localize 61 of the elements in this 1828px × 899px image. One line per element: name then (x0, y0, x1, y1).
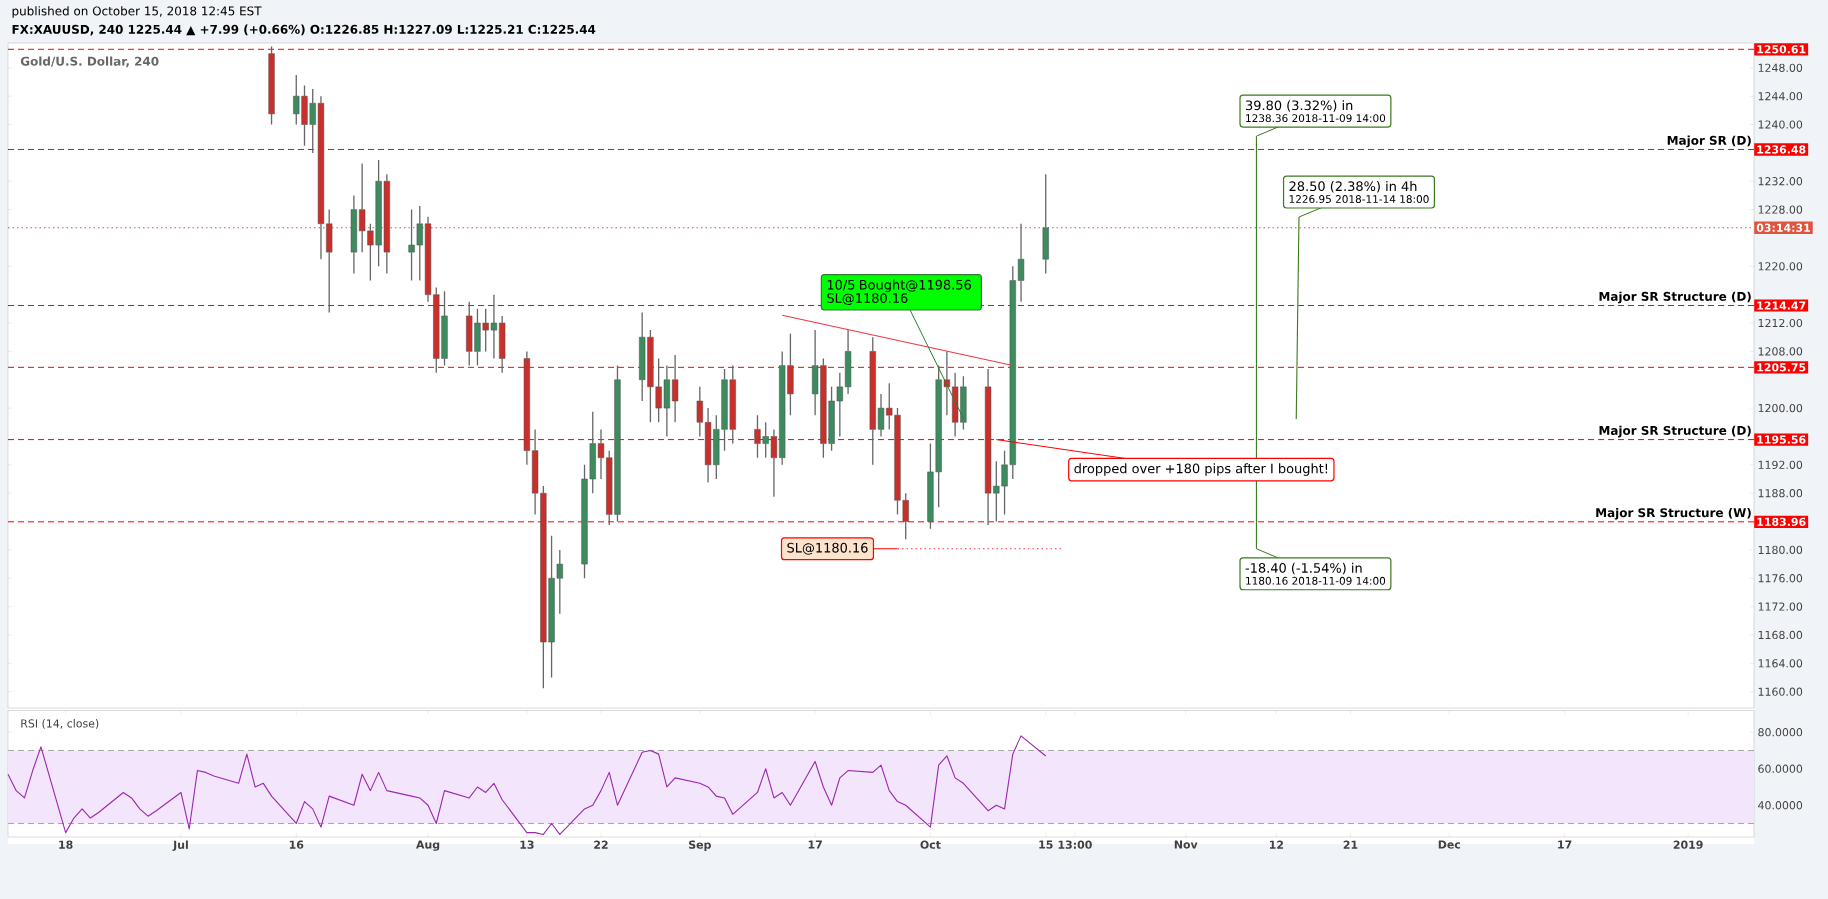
ref-line-label: Major SR Structure (D) (1599, 425, 1751, 438)
x-tick-label: 17 (808, 840, 822, 849)
x-tick-label: 22 (594, 840, 608, 849)
y-tick-label: 1248.00 (1758, 63, 1803, 72)
text: published on October 15, 2018 12:45 EST (12, 6, 262, 18)
annotation: 39.80 (3.32%) in (1246, 100, 1353, 112)
annotation: 1226.95 2018-11-14 18:00 (1289, 195, 1429, 204)
y-tick-label: 1240.00 (1758, 120, 1803, 129)
x-tick-label: 16 (289, 840, 304, 849)
annotation: 1180.16 2018-11-09 14:00 (1246, 576, 1386, 585)
y-tick-label: 1176.00 (1758, 574, 1803, 583)
annotation: dropped over +180 pips after I bought! (1074, 463, 1328, 476)
y-tick-label: 1236.48 (1757, 145, 1806, 154)
y-tick-label: 1183.96 (1757, 517, 1806, 526)
y-tick-label: 1244.00 (1758, 92, 1803, 101)
x-tick-label: 13 (520, 840, 534, 849)
y-tick-label: 1172.00 (1758, 602, 1803, 611)
y-tick-label: 1214.47 (1757, 301, 1806, 310)
y-tick-label: 1228.00 (1758, 205, 1803, 214)
x-tick-label: Nov (1174, 840, 1198, 849)
annotation: 28.50 (2.38%) in 4h (1289, 181, 1417, 193)
text: Gold/U.S. Dollar, 240 (20, 56, 159, 68)
ref-line-label: Major SR Structure (D) (1599, 291, 1751, 304)
x-tick-label: Aug (416, 840, 440, 851)
chart-title: FX:XAUUSD, 240 1225.44 ▲ +7.99 (+0.66%) O:1226.85 H:1227.09 L:1225.21 C:1225.44 (12, 24, 596, 36)
x-tick-label: 18 (59, 840, 73, 849)
annotation: SL@1180.16 (787, 542, 868, 555)
ref-line-label: Major SR Structure (W) (1596, 507, 1751, 520)
y-tick-label: 1180.00 (1758, 545, 1803, 555)
y-tick-label: 1192.00 (1758, 460, 1803, 469)
y-tick-label: 60.0000 (1758, 764, 1803, 773)
text: RSI (14, close) (21, 719, 99, 729)
y-tick-label: 1188.00 (1758, 489, 1803, 498)
y-tick-label: 1212.00 (1758, 318, 1803, 328)
y-tick-label: 1205.75 (1757, 363, 1806, 372)
y-tick-label: 1250.61 (1757, 45, 1806, 54)
y-tick-label: 80.0000 (1758, 728, 1803, 737)
x-tick-label: 15 (1039, 840, 1053, 849)
y-tick-label: 1220.00 (1758, 262, 1803, 271)
x-tick-label: Sep (689, 840, 711, 851)
annotation: -18.40 (-1.54%) in (1245, 562, 1362, 575)
ref-line-label: Major SR (D) (1667, 135, 1751, 148)
annotation: 1238.36 2018-11-09 14:00 (1246, 114, 1386, 123)
x-tick-label: 12 (1269, 840, 1284, 849)
y-tick-label: 40.0000 (1758, 801, 1803, 810)
y-tick-label: 1195.56 (1757, 435, 1806, 444)
y-tick-label: 1208.00 (1758, 347, 1803, 356)
x-tick-label: Dec (1438, 840, 1461, 849)
x-tick-label: 17 (1558, 840, 1572, 849)
y-tick-label: 1160.00 (1758, 687, 1803, 696)
x-tick-label: 13:00 (1058, 840, 1092, 849)
y-tick-label: 1168.00 (1758, 630, 1803, 640)
y-tick-label: 1232.00 (1758, 177, 1803, 186)
y-tick-label: 1200.00 (1758, 403, 1803, 413)
annotation: 10/5 Bought@1198.56 SL@1180.16 (827, 279, 971, 306)
text: 03:14:31 (1756, 223, 1810, 232)
x-tick-label: Jul (172, 840, 188, 852)
x-tick-label: 2019 (1673, 840, 1703, 849)
x-tick-label: 21 (1343, 840, 1358, 849)
y-tick-label: 1164.00 (1758, 659, 1803, 668)
x-tick-label: Oct (920, 840, 941, 849)
